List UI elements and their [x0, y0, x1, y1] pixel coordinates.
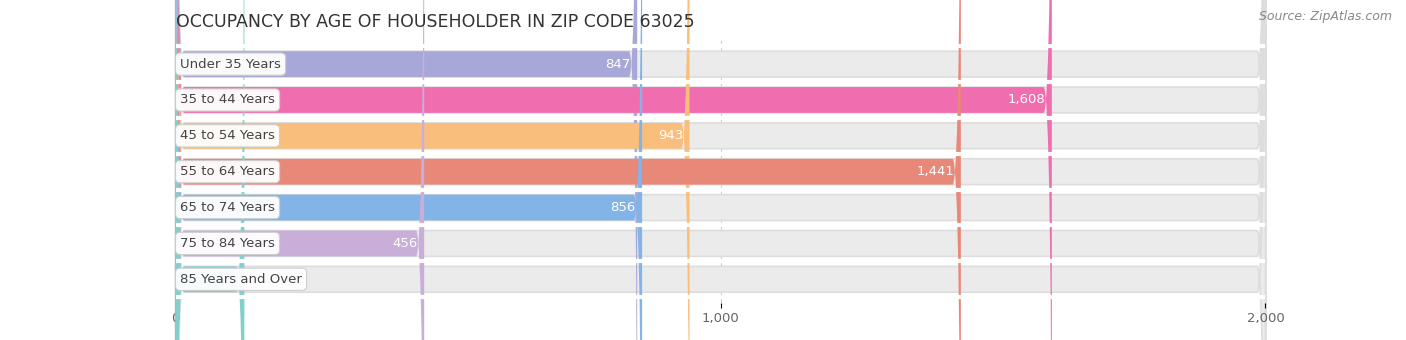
- Text: 856: 856: [610, 201, 636, 214]
- Text: Under 35 Years: Under 35 Years: [180, 57, 281, 71]
- Text: 943: 943: [658, 129, 683, 142]
- Text: 847: 847: [606, 57, 631, 71]
- Text: OCCUPANCY BY AGE OF HOUSEHOLDER IN ZIP CODE 63025: OCCUPANCY BY AGE OF HOUSEHOLDER IN ZIP C…: [176, 13, 695, 31]
- FancyBboxPatch shape: [176, 0, 1265, 340]
- FancyBboxPatch shape: [176, 0, 1265, 340]
- Text: 456: 456: [392, 237, 418, 250]
- FancyBboxPatch shape: [176, 0, 689, 340]
- Text: 65 to 74 Years: 65 to 74 Years: [180, 201, 276, 214]
- FancyBboxPatch shape: [176, 0, 1265, 340]
- FancyBboxPatch shape: [176, 0, 245, 340]
- Text: 85 Years and Over: 85 Years and Over: [180, 273, 302, 286]
- FancyBboxPatch shape: [176, 0, 1265, 340]
- Text: 1,441: 1,441: [917, 165, 955, 178]
- Text: 45 to 54 Years: 45 to 54 Years: [180, 129, 276, 142]
- FancyBboxPatch shape: [176, 0, 1052, 340]
- Text: 75 to 84 Years: 75 to 84 Years: [180, 237, 276, 250]
- FancyBboxPatch shape: [176, 0, 1265, 340]
- FancyBboxPatch shape: [176, 0, 1265, 340]
- FancyBboxPatch shape: [176, 0, 960, 340]
- FancyBboxPatch shape: [176, 0, 643, 340]
- Text: 1,608: 1,608: [1008, 94, 1045, 106]
- FancyBboxPatch shape: [176, 0, 637, 340]
- FancyBboxPatch shape: [176, 0, 425, 340]
- Text: 126: 126: [254, 273, 280, 286]
- Text: 35 to 44 Years: 35 to 44 Years: [180, 94, 276, 106]
- Text: 55 to 64 Years: 55 to 64 Years: [180, 165, 276, 178]
- Text: Source: ZipAtlas.com: Source: ZipAtlas.com: [1258, 10, 1392, 23]
- FancyBboxPatch shape: [176, 0, 1265, 340]
